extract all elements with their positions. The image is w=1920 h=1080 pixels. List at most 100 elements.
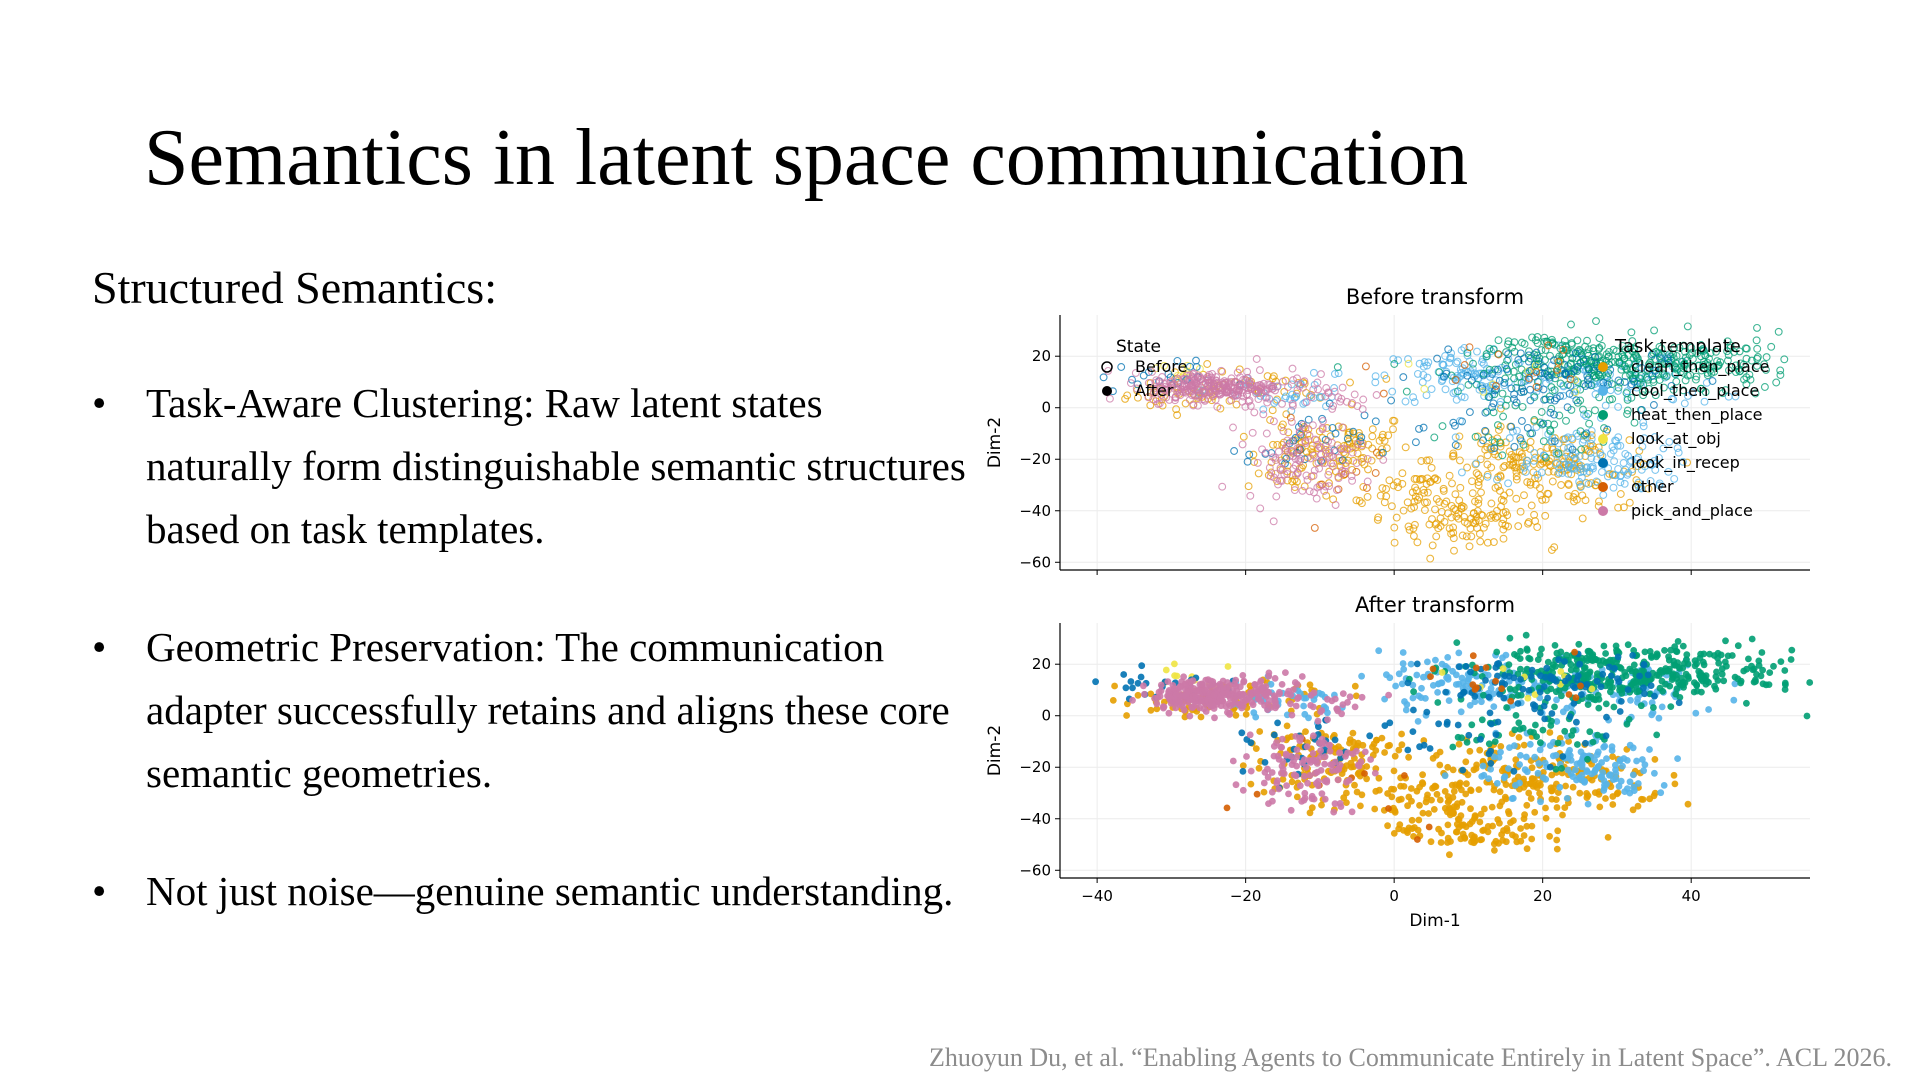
data-point-heat_then_place	[1753, 354, 1762, 363]
data-point-pick_and_place	[1276, 690, 1283, 698]
data-point-look_in_recep	[1486, 709, 1494, 717]
data-point-heat_then_place	[1641, 648, 1649, 656]
data-point-look_in_recep	[1528, 429, 1537, 438]
data-point-cool_then_place	[1603, 755, 1610, 762]
data-point-look_in_recep	[1387, 396, 1396, 405]
data-point-heat_then_place	[1517, 691, 1525, 699]
data-point-look_in_recep	[1656, 354, 1664, 363]
data-point-clean_then_place	[1388, 793, 1396, 801]
data-point-clean_then_place	[1564, 479, 1573, 488]
data-point-heat_then_place	[1498, 389, 1507, 398]
data-point-cool_then_place	[1537, 798, 1544, 806]
data-point-cool_then_place	[1487, 685, 1495, 692]
data-point-heat_then_place	[1762, 365, 1770, 374]
data-point-cool_then_place	[1404, 355, 1412, 364]
data-point-cool_then_place	[1334, 369, 1343, 378]
data-point-heat_then_place	[1537, 408, 1546, 416]
data-point-look_in_recep	[1664, 356, 1673, 365]
data-point-look_at_obj	[1571, 388, 1580, 397]
data-point-clean_then_place	[1578, 514, 1587, 523]
data-point-look_in_recep	[1357, 433, 1366, 442]
data-point-cool_then_place	[1616, 471, 1625, 480]
template-legend: Task templateclean_then_placecool_then_p…	[1598, 336, 1769, 521]
bullet-item-clustering: • Task-Aware Clustering: Raw latent stat…	[92, 372, 972, 561]
data-point-pick_and_place	[1243, 753, 1250, 760]
data-point-cool_then_place	[1449, 667, 1456, 675]
data-point-look_at_obj	[1479, 387, 1488, 396]
data-point-clean_then_place	[1426, 554, 1435, 563]
data-point-heat_then_place	[1485, 740, 1493, 748]
data-point-look_in_recep	[1127, 678, 1135, 685]
data-point-heat_then_place	[1621, 669, 1629, 676]
legend-label-cool_then_place: cool_then_place	[1631, 381, 1759, 401]
data-point-cool_then_place	[1603, 472, 1612, 481]
slide-subtitle: Structured Semantics:	[92, 262, 497, 313]
data-point-clean_then_place	[1407, 785, 1415, 792]
data-point-cool_then_place	[1608, 743, 1616, 750]
data-point-heat_then_place	[1683, 356, 1692, 365]
data-point-heat_then_place	[1693, 660, 1700, 668]
data-point-clean_then_place	[1352, 692, 1360, 700]
data-point-pick_and_place	[1292, 772, 1300, 780]
data-point-pick_and_place	[1219, 677, 1227, 685]
data-point-heat_then_place	[1499, 412, 1508, 421]
data-point-clean_then_place	[1527, 780, 1534, 787]
data-point-look_in_recep	[1555, 656, 1562, 664]
data-point-cool_then_place	[1432, 656, 1439, 664]
data-point-heat_then_place	[1602, 350, 1611, 359]
data-point-look_in_recep	[1426, 745, 1434, 752]
data-point-heat_then_place	[1543, 419, 1552, 428]
data-point-heat_then_place	[1567, 339, 1576, 348]
data-point-cool_then_place	[1599, 491, 1608, 499]
data-point-cool_then_place	[1572, 429, 1581, 438]
data-point-clean_then_place	[1562, 782, 1569, 790]
data-point-cool_then_place	[1576, 464, 1585, 473]
data-point-look_in_recep	[1494, 718, 1502, 726]
data-point-cool_then_place	[1614, 465, 1623, 473]
data-point-pick_and_place	[1300, 796, 1308, 804]
data-point-look_in_recep	[1433, 354, 1442, 363]
data-point-heat_then_place	[1731, 368, 1740, 377]
data-point-heat_then_place	[1485, 365, 1494, 374]
data-point-cool_then_place	[1615, 782, 1623, 790]
data-point-clean_then_place	[1602, 795, 1609, 802]
data-point-pick_and_place	[1290, 486, 1299, 495]
data-point-clean_then_place	[1273, 440, 1282, 449]
data-point-look_in_recep	[1603, 713, 1610, 721]
data-point-heat_then_place	[1538, 645, 1545, 653]
data-point-clean_then_place	[1218, 367, 1227, 376]
data-point-heat_then_place	[1674, 638, 1682, 645]
data-point-pick_and_place	[1202, 708, 1210, 715]
data-point-heat_then_place	[1522, 631, 1530, 639]
data-point-cool_then_place	[1424, 658, 1431, 666]
data-point-look_in_recep	[1349, 427, 1358, 436]
data-point-clean_then_place	[1449, 523, 1458, 532]
data-point-look_in_recep	[1494, 660, 1501, 668]
data-point-pick_and_place	[1239, 392, 1248, 401]
data-point-pick_and_place	[1235, 701, 1243, 708]
data-point-heat_then_place	[1736, 359, 1745, 368]
data-point-look_in_recep	[1443, 721, 1451, 728]
data-point-clean_then_place	[1670, 771, 1678, 779]
data-point-cool_then_place	[1389, 355, 1398, 364]
data-point-heat_then_place	[1737, 677, 1745, 685]
data-point-cool_then_place	[1529, 456, 1538, 465]
data-point-heat_then_place	[1554, 739, 1562, 747]
data-point-clean_then_place	[1401, 443, 1410, 452]
data-point-cool_then_place	[1388, 387, 1397, 396]
data-point-pick_and_place	[1310, 466, 1319, 475]
data-point-cool_then_place	[1612, 761, 1619, 769]
data-point-look_in_recep	[1489, 399, 1498, 408]
data-point-pick_and_place	[1266, 472, 1275, 481]
data-point-pick_and_place	[1240, 677, 1248, 685]
data-point-cool_then_place	[1401, 397, 1410, 406]
data-point-cool_then_place	[1309, 368, 1318, 377]
data-point-cool_then_place	[1444, 654, 1452, 661]
data-point-pick_and_place	[1274, 752, 1282, 760]
data-point-pick_and_place	[1353, 747, 1360, 755]
data-point-clean_then_place	[1111, 682, 1118, 690]
data-point-pick_and_place	[1341, 461, 1350, 470]
data-point-pick_and_place	[1181, 387, 1190, 396]
data-point-pick_and_place	[1250, 408, 1259, 417]
bullet-item-understanding: • Not just noise—genuine semantic unders…	[92, 860, 972, 923]
